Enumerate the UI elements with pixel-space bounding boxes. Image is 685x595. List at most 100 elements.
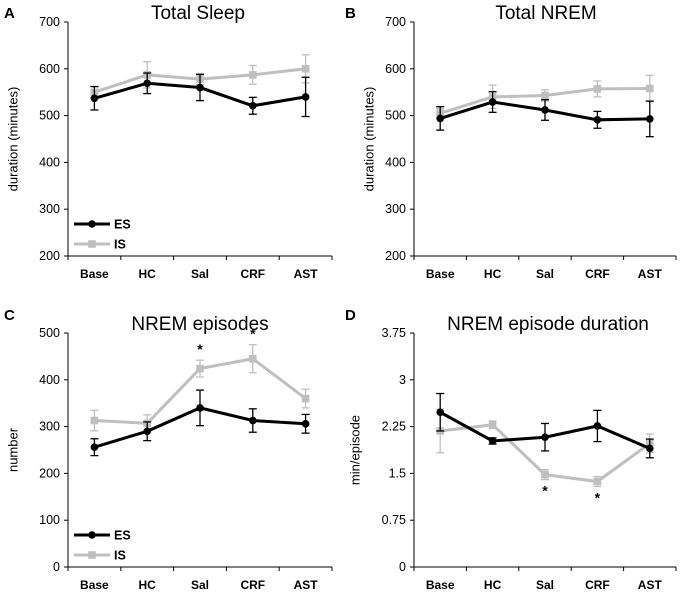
data-point: [488, 437, 497, 445]
y-tick-label: 600: [39, 62, 60, 76]
legend: ES IS: [74, 218, 131, 252]
chart-title: NREM episode duration: [447, 314, 649, 335]
data-point: [90, 416, 99, 425]
data-point: [593, 85, 602, 93]
series-es: [90, 389, 310, 457]
legend-marker-is: [88, 551, 96, 559]
y-tick-label: 0.75: [382, 513, 406, 527]
y-tick-label: 3: [399, 373, 406, 387]
x-tick-label: HC: [484, 578, 502, 592]
panel-letter: C: [4, 307, 15, 324]
data-point: [593, 422, 602, 430]
chart-panel-b: B Total NREM duration (minutes) 200 300 400 50…: [345, 3, 677, 281]
x-tick-label: AST: [638, 578, 663, 592]
y-tick-label: 500: [385, 109, 406, 123]
y-tick-label: 200: [39, 249, 60, 263]
significance-marker: *: [595, 490, 601, 506]
x-tick-label: CRF: [240, 267, 265, 281]
data-point: [301, 65, 310, 73]
data-point: [249, 71, 257, 79]
y-tick-label: 700: [39, 15, 60, 29]
chart-title: Total Sleep: [151, 3, 245, 24]
y-axis-label: duration (minutes): [5, 87, 20, 192]
data-point: [646, 84, 654, 93]
y-tick-label: 200: [385, 249, 406, 263]
x-tick-label: Sal: [536, 267, 554, 281]
legend-label-is: IS: [114, 238, 126, 252]
significance-marker: *: [250, 326, 256, 342]
y-axis-label: number: [5, 427, 20, 472]
data-point: [593, 477, 602, 486]
x-tick-label: AST: [294, 578, 319, 592]
y-tick-label: 200: [39, 466, 60, 480]
data-point: [90, 94, 99, 103]
legend-label-es: ES: [114, 218, 131, 232]
y-tick-label: 400: [39, 155, 60, 169]
data-point: [249, 354, 257, 363]
significance-marker: *: [542, 483, 548, 499]
data-point: [436, 408, 445, 417]
data-point: [488, 420, 497, 429]
x-tick-label: HC: [139, 578, 157, 592]
data-point: [541, 433, 549, 442]
data-point: [301, 394, 310, 403]
chart-panel-c: C NREM episodes number 0 100 200 300 400 500 Base…: [4, 307, 333, 592]
panel-letter: A: [4, 5, 15, 22]
y-tick-label: 500: [39, 326, 60, 340]
y-tick-label: 1.5: [389, 466, 406, 480]
series-es: [436, 392, 654, 459]
x-tick-label: Base: [80, 267, 109, 281]
legend-marker-es: [88, 220, 96, 228]
data-point: [301, 419, 310, 428]
data-point: [646, 115, 654, 123]
data-point: [541, 91, 549, 100]
y-tick-label: 700: [385, 15, 406, 29]
data-point: [143, 427, 151, 436]
chart-panel-a: A Total Sleep duration (minutes) 200 300 400 5…: [4, 3, 333, 281]
x-tick-label: Sal: [536, 578, 554, 592]
y-axis-label: min/episode: [347, 415, 362, 485]
significance-marker: *: [197, 341, 203, 357]
y-tick-label: 3.75: [382, 326, 406, 340]
legend-marker-is: [88, 240, 96, 248]
chart-panel-d: D NREM episode duration min/episode 0 0.75 1.…: [345, 307, 677, 592]
data-point: [196, 83, 204, 92]
chart-title: Total NREM: [495, 3, 596, 24]
data-point: [436, 114, 445, 123]
y-tick-label: 500: [39, 109, 60, 123]
y-tick-label: 400: [385, 155, 406, 169]
data-point: [196, 404, 204, 412]
x-tick-label: AST: [638, 267, 663, 281]
chart-title: NREM episodes: [131, 314, 268, 335]
panel-letter: B: [345, 5, 356, 22]
data-point: [196, 364, 204, 373]
legend-marker-es: [88, 531, 96, 539]
x-tick-label: CRF: [240, 578, 265, 592]
data-point: [90, 443, 99, 451]
legend-label-es: ES: [114, 529, 131, 543]
data-point: [646, 444, 654, 453]
data-point: [143, 79, 151, 88]
legend: ES IS: [74, 529, 131, 563]
data-point: [593, 116, 602, 124]
x-tick-label: AST: [294, 267, 319, 281]
y-tick-label: 300: [39, 420, 60, 434]
x-tick-label: Base: [80, 578, 109, 592]
x-tick-label: HC: [139, 267, 157, 281]
data-point: [541, 106, 549, 114]
x-tick-label: Base: [426, 578, 455, 592]
y-tick-label: 0: [53, 560, 60, 574]
x-tick-label: CRF: [585, 578, 610, 592]
x-tick-label: Base: [426, 267, 455, 281]
y-tick-label: 0: [399, 560, 406, 574]
data-point: [301, 93, 310, 101]
y-tick-label: 300: [39, 202, 60, 216]
y-tick-label: 100: [39, 513, 60, 527]
y-tick-label: 600: [385, 62, 406, 76]
series-es: [436, 91, 654, 138]
x-tick-label: Sal: [191, 578, 209, 592]
y-tick-label: 300: [385, 202, 406, 216]
data-point: [488, 98, 497, 106]
x-tick-label: CRF: [585, 267, 610, 281]
legend-label-is: IS: [114, 549, 126, 563]
